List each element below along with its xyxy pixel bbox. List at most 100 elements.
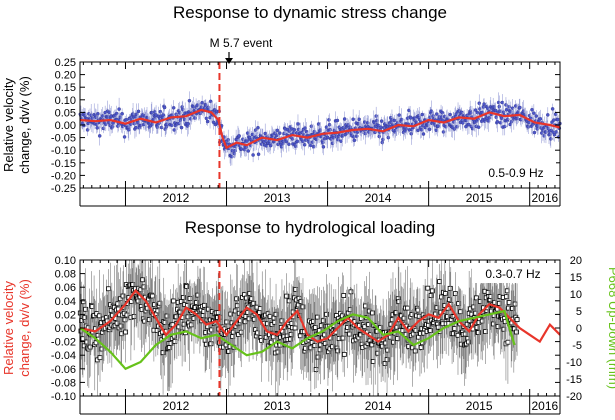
data-point <box>131 314 137 319</box>
data-point <box>309 124 314 129</box>
data-point <box>429 288 435 294</box>
data-point <box>435 324 441 330</box>
data-point <box>493 108 498 113</box>
data-point <box>302 143 307 147</box>
data-point <box>325 135 330 140</box>
data-point <box>341 293 347 298</box>
data-point <box>335 348 341 354</box>
data-point <box>379 119 384 123</box>
data-point <box>97 355 103 361</box>
data-point <box>316 122 321 126</box>
data-point <box>504 103 508 107</box>
panel1-y-axis: 0.250.200.150.100.050.00-0.05-0.10-0.15-… <box>51 57 560 195</box>
data-point <box>538 117 543 121</box>
panel2-ylabel-line1: Relative velocity <box>1 281 16 375</box>
panel2-x-axis: 2012 2013 2014 2015 2016 <box>79 260 561 415</box>
data-point <box>392 118 397 123</box>
data-point <box>321 145 326 149</box>
year-label: 2014 <box>365 399 392 413</box>
data-point <box>386 135 391 140</box>
y2-tick-label: 5 <box>576 306 582 318</box>
data-point <box>427 127 432 132</box>
data-point <box>263 334 269 340</box>
data-point <box>161 113 166 117</box>
data-point <box>303 126 307 130</box>
data-point <box>477 101 482 106</box>
data-point <box>205 119 210 124</box>
y2-tick-label: -15 <box>566 374 582 386</box>
data-point <box>215 310 221 316</box>
panel2-y-axis: 0.100.080.060.040.020.00-0.02-0.04-0.06-… <box>51 255 560 403</box>
panel1-plot-area <box>78 62 562 188</box>
data-point <box>507 105 511 109</box>
data-point <box>116 124 120 128</box>
data-point <box>448 112 452 117</box>
data-point <box>170 123 174 128</box>
data-point <box>421 132 426 136</box>
data-point <box>405 305 410 311</box>
y-tick-label: -0.02 <box>51 337 76 349</box>
data-point <box>495 324 501 329</box>
data-point <box>187 296 193 301</box>
data-point <box>380 140 384 145</box>
y-tick-label: -0.04 <box>51 350 76 362</box>
data-point <box>480 110 485 115</box>
data-point <box>502 124 507 129</box>
y-tick-label: 0.10 <box>55 255 76 267</box>
data-point <box>204 116 209 121</box>
data-point <box>321 140 325 145</box>
event-arrow-head <box>225 58 233 64</box>
data-point <box>311 144 316 149</box>
data-point <box>160 350 166 356</box>
data-point <box>552 118 556 122</box>
data-point <box>532 130 537 135</box>
smoothed-dvv-line <box>79 108 561 150</box>
data-point <box>436 124 440 128</box>
y2-tick-label: -5 <box>572 340 582 352</box>
data-point <box>420 112 425 117</box>
data-point <box>497 104 502 109</box>
data-point <box>234 296 240 302</box>
data-point <box>339 313 345 319</box>
data-point <box>263 131 267 136</box>
data-point <box>82 123 86 128</box>
y-tick-label: 0.05 <box>55 107 76 119</box>
y2-tick-label: 10 <box>570 289 582 301</box>
year-label: 2014 <box>365 191 392 205</box>
y-tick-label: -0.05 <box>51 133 76 145</box>
data-point <box>452 127 457 131</box>
data-point <box>467 122 471 127</box>
data-point <box>171 298 176 304</box>
data-point <box>336 137 340 142</box>
y-tick-label: -0.15 <box>51 158 76 170</box>
data-point <box>286 298 292 304</box>
year-label: 2012 <box>163 191 190 205</box>
data-point <box>251 153 255 157</box>
data-point <box>534 114 539 118</box>
data-point <box>408 116 413 120</box>
y-tick-label: 0.06 <box>55 282 76 294</box>
panel2-band-box <box>472 263 554 283</box>
panel2-band-label: 0.3-0.7 Hz <box>485 267 540 281</box>
data-point <box>293 144 298 148</box>
data-point <box>476 125 481 129</box>
data-point <box>274 133 279 138</box>
data-point <box>208 99 213 104</box>
data-point <box>469 111 473 115</box>
y2-tick-label: 20 <box>570 255 582 267</box>
data-point <box>312 343 318 348</box>
data-point <box>115 301 121 307</box>
data-point <box>238 318 243 324</box>
data-point <box>404 127 409 131</box>
data-point <box>475 110 480 115</box>
data-point <box>339 139 343 143</box>
data-point <box>530 108 534 112</box>
data-point <box>459 110 464 115</box>
data-point <box>435 112 439 116</box>
data-point <box>253 128 258 132</box>
y-tick-label: 0.08 <box>55 269 76 281</box>
data-point <box>328 128 332 132</box>
data-point <box>96 112 100 116</box>
y-tick-label: 0.04 <box>55 296 76 308</box>
data-point <box>352 138 357 143</box>
